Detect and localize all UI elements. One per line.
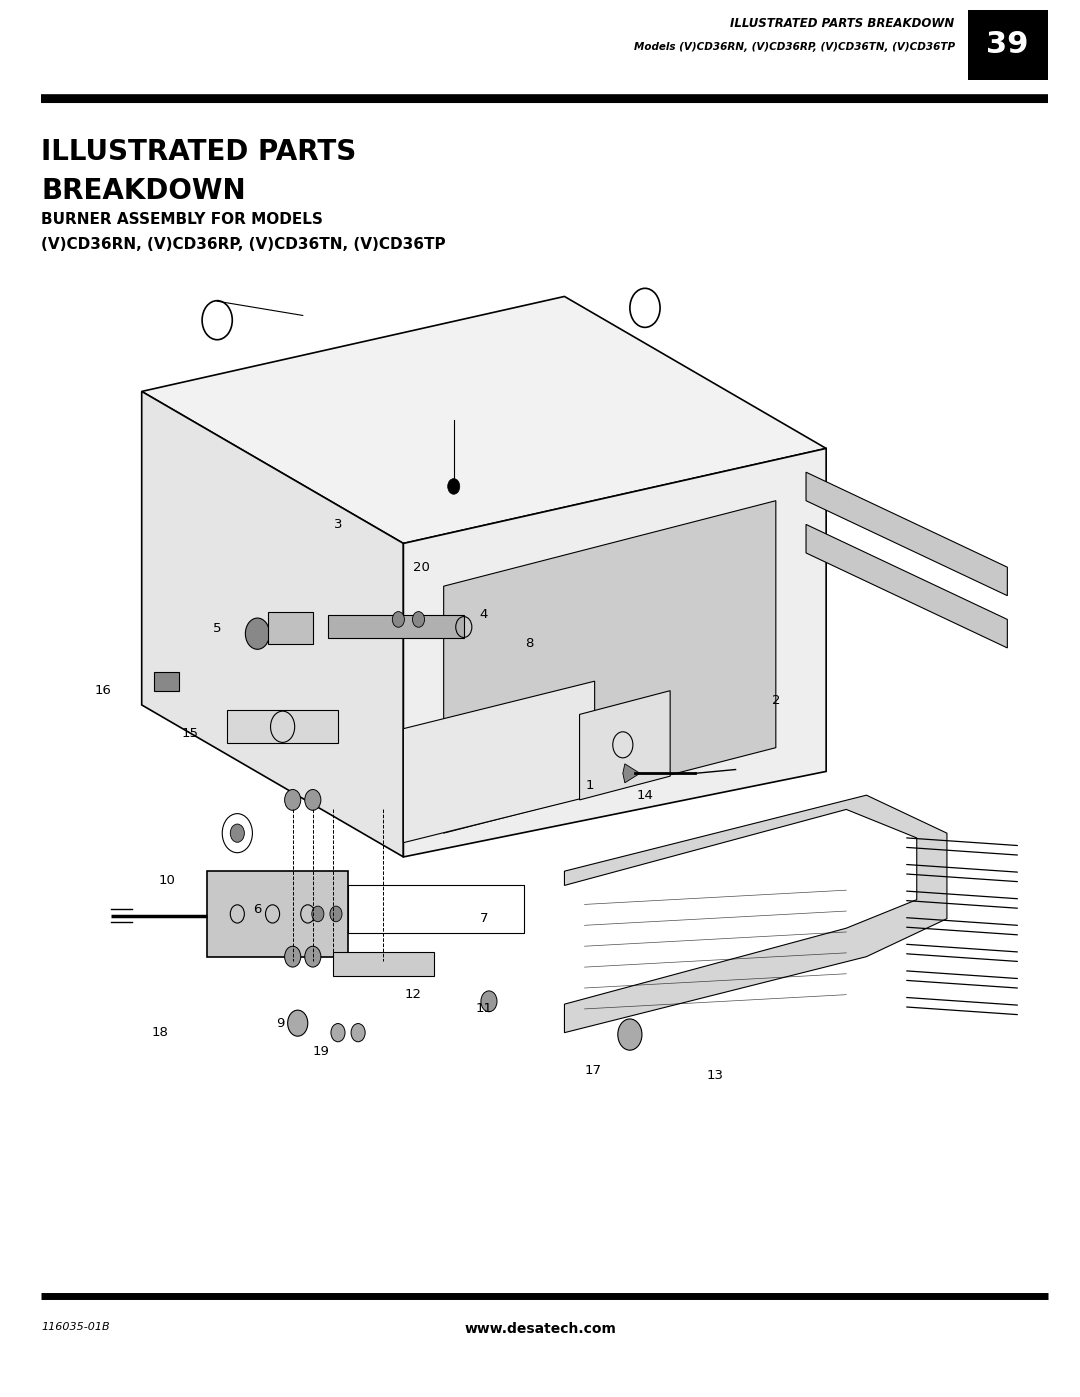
Polygon shape — [806, 524, 1008, 648]
Circle shape — [448, 479, 460, 495]
Polygon shape — [404, 682, 595, 842]
Circle shape — [330, 1024, 345, 1042]
Text: 4: 4 — [480, 608, 488, 622]
Text: ILLUSTRATED PARTS BREAKDOWN: ILLUSTRATED PARTS BREAKDOWN — [730, 17, 955, 29]
Polygon shape — [207, 872, 348, 957]
Circle shape — [305, 946, 321, 967]
Text: 8: 8 — [525, 637, 534, 650]
Circle shape — [351, 1024, 365, 1042]
Polygon shape — [328, 615, 463, 638]
Circle shape — [305, 789, 321, 810]
Circle shape — [245, 617, 270, 650]
Text: 3: 3 — [334, 518, 342, 531]
Text: 12: 12 — [405, 988, 422, 1002]
Text: 7: 7 — [480, 912, 488, 925]
Polygon shape — [268, 612, 313, 644]
Text: 11: 11 — [475, 1003, 492, 1016]
Polygon shape — [806, 472, 1008, 595]
Text: BREAKDOWN: BREAKDOWN — [41, 177, 245, 205]
Text: 6: 6 — [254, 902, 261, 915]
Polygon shape — [333, 951, 433, 975]
Circle shape — [287, 1010, 308, 1037]
Text: 39: 39 — [986, 31, 1029, 59]
Circle shape — [312, 907, 324, 922]
Circle shape — [392, 612, 404, 627]
Text: 13: 13 — [707, 1069, 724, 1081]
Circle shape — [413, 612, 424, 627]
Polygon shape — [404, 448, 826, 856]
Circle shape — [481, 990, 497, 1011]
Text: 20: 20 — [413, 560, 430, 574]
Text: Models (V)CD36RN, (V)CD36RP, (V)CD36TN, (V)CD36TP: Models (V)CD36RN, (V)CD36RP, (V)CD36TN, … — [634, 42, 955, 52]
Circle shape — [285, 789, 300, 810]
Text: 1: 1 — [585, 780, 594, 792]
Circle shape — [329, 907, 342, 922]
Text: 2: 2 — [771, 694, 780, 707]
Text: (V)CD36RN, (V)CD36RP, (V)CD36TN, (V)CD36TP: (V)CD36RN, (V)CD36RP, (V)CD36TN, (V)CD36… — [41, 237, 446, 253]
Text: 10: 10 — [159, 875, 175, 887]
Circle shape — [285, 946, 300, 967]
Text: BURNER ASSEMBLY FOR MODELS: BURNER ASSEMBLY FOR MODELS — [41, 212, 323, 228]
Polygon shape — [444, 500, 775, 833]
Text: www.desatech.com: www.desatech.com — [464, 1322, 616, 1336]
Text: 17: 17 — [584, 1065, 602, 1077]
Polygon shape — [227, 710, 338, 743]
Text: 116035-01B: 116035-01B — [41, 1322, 110, 1331]
Polygon shape — [580, 690, 671, 800]
Circle shape — [618, 1018, 642, 1051]
FancyBboxPatch shape — [153, 672, 179, 690]
Text: 15: 15 — [181, 726, 199, 740]
Polygon shape — [623, 764, 640, 782]
Text: 5: 5 — [213, 623, 221, 636]
Text: 9: 9 — [276, 1017, 285, 1030]
Text: 14: 14 — [636, 789, 653, 802]
Text: ILLUSTRATED PARTS: ILLUSTRATED PARTS — [41, 138, 356, 166]
Text: 19: 19 — [312, 1045, 329, 1058]
Text: 18: 18 — [151, 1027, 168, 1039]
Polygon shape — [141, 296, 826, 543]
Polygon shape — [141, 391, 404, 856]
FancyBboxPatch shape — [968, 10, 1048, 80]
Circle shape — [230, 824, 244, 842]
Text: 16: 16 — [95, 685, 112, 697]
Polygon shape — [565, 795, 947, 1032]
